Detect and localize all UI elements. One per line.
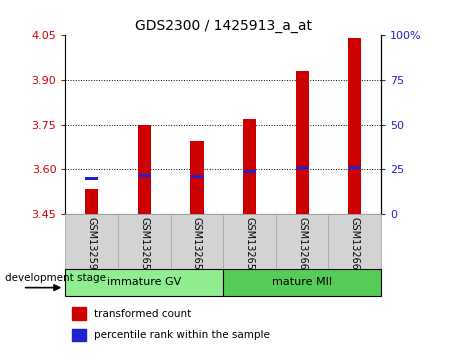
Bar	[72, 329, 86, 341]
Bar	[65, 269, 223, 296]
Bar	[295, 166, 309, 170]
Text: GSM132657: GSM132657	[139, 217, 149, 276]
Text: GSM132660: GSM132660	[297, 217, 307, 276]
Bar	[190, 175, 203, 178]
Text: mature MII: mature MII	[272, 277, 332, 287]
Bar	[72, 307, 86, 320]
Text: transformed count: transformed count	[94, 309, 191, 319]
Bar	[223, 214, 276, 269]
Text: immature GV: immature GV	[107, 277, 181, 287]
Bar	[85, 189, 98, 214]
Bar	[328, 214, 381, 269]
Bar	[243, 119, 256, 214]
Bar	[348, 38, 361, 214]
Bar	[170, 214, 223, 269]
Bar	[85, 177, 98, 180]
Bar	[223, 269, 381, 296]
Title: GDS2300 / 1425913_a_at: GDS2300 / 1425913_a_at	[135, 19, 312, 33]
Bar	[138, 174, 151, 177]
Bar	[190, 141, 203, 214]
Bar	[295, 71, 309, 214]
Bar	[348, 166, 361, 169]
Text: GSM132659: GSM132659	[244, 217, 254, 276]
Bar	[276, 214, 328, 269]
Bar	[65, 214, 118, 269]
Bar	[118, 214, 170, 269]
Text: development stage: development stage	[5, 273, 106, 283]
Text: GSM132658: GSM132658	[192, 217, 202, 276]
Bar	[138, 125, 151, 214]
Text: GSM132592: GSM132592	[87, 217, 97, 276]
Text: percentile rank within the sample: percentile rank within the sample	[94, 330, 270, 340]
Text: GSM132661: GSM132661	[350, 217, 360, 276]
Bar	[243, 170, 256, 173]
